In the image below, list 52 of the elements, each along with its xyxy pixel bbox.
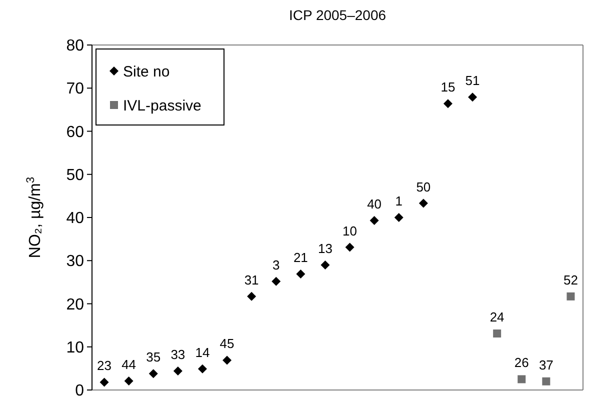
annotation: 40 bbox=[367, 196, 382, 212]
legend-label: IVL-passive bbox=[123, 97, 202, 114]
annotation: 35 bbox=[146, 350, 161, 365]
point bbox=[443, 99, 452, 108]
y-tick-label: 20 bbox=[66, 296, 84, 314]
annotation: 15 bbox=[440, 80, 456, 95]
annotation: 1 bbox=[395, 194, 402, 208]
y-tick-label: 0 bbox=[75, 382, 84, 400]
y-tick-label: 10 bbox=[66, 339, 84, 356]
y-tick-label: 40 bbox=[66, 210, 84, 228]
y-tick-label: 60 bbox=[66, 124, 84, 141]
point bbox=[320, 260, 330, 270]
y-tick-label: 80 bbox=[66, 38, 84, 55]
point bbox=[124, 376, 134, 386]
point bbox=[222, 356, 232, 365]
annotation: 31 bbox=[244, 272, 259, 288]
point bbox=[370, 216, 379, 226]
annotation: 24 bbox=[490, 310, 504, 325]
annotation: 23 bbox=[97, 358, 112, 374]
y-tick-label: 50 bbox=[66, 166, 84, 184]
point bbox=[468, 92, 478, 102]
annotation: 3 bbox=[272, 257, 280, 272]
point bbox=[394, 213, 404, 222]
point bbox=[148, 369, 158, 378]
point bbox=[100, 378, 109, 387]
legend-label: Site no bbox=[123, 63, 170, 80]
point bbox=[173, 366, 182, 376]
point bbox=[272, 276, 281, 286]
point bbox=[566, 292, 575, 300]
annotation: 45 bbox=[220, 336, 234, 352]
point bbox=[518, 375, 526, 384]
y-tick-label: 30 bbox=[66, 253, 84, 270]
annotation: 50 bbox=[416, 179, 431, 194]
annotation: 44 bbox=[122, 356, 136, 372]
annotation: 33 bbox=[170, 347, 186, 362]
annotation: 26 bbox=[514, 355, 529, 370]
annotation: 21 bbox=[293, 250, 308, 265]
point bbox=[198, 364, 207, 374]
point bbox=[418, 198, 428, 208]
annotation: 52 bbox=[563, 272, 578, 288]
point bbox=[493, 330, 502, 338]
y-tick-label: 70 bbox=[66, 80, 84, 98]
annotation: 14 bbox=[195, 344, 210, 360]
annotation: 13 bbox=[318, 240, 332, 256]
annotation: 37 bbox=[538, 357, 554, 372]
annotation: 10 bbox=[342, 223, 358, 238]
point bbox=[247, 292, 256, 301]
point bbox=[542, 377, 550, 386]
point bbox=[296, 269, 306, 278]
point bbox=[345, 242, 354, 252]
chart-title: ICP 2005–2006 bbox=[288, 7, 386, 23]
annotation: 51 bbox=[465, 73, 480, 88]
